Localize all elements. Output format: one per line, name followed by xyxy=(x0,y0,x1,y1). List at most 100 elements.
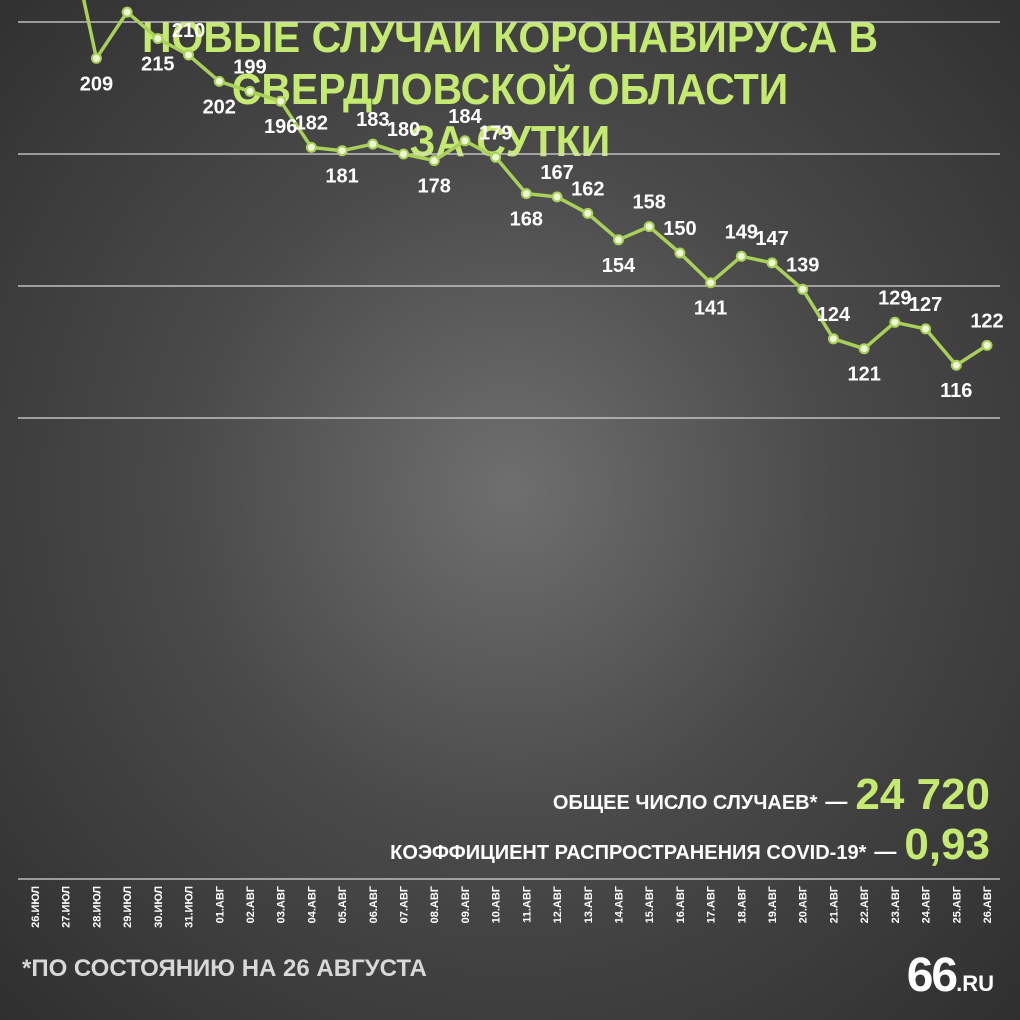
x-tick-label: 07.АВГ xyxy=(399,885,411,923)
data-label: 184 xyxy=(448,106,482,128)
total-cases-dash: — xyxy=(825,789,848,814)
data-point xyxy=(367,138,379,150)
data-point xyxy=(981,339,993,351)
data-label: 181 xyxy=(325,166,358,188)
x-tick-label: 29.ИЮЛ xyxy=(122,886,134,928)
x-tick-label: 08.АВГ xyxy=(429,885,441,923)
x-tick-label: 15.АВГ xyxy=(644,885,656,923)
x-tick-label: 09.АВГ xyxy=(460,885,472,923)
x-tick-label: 31.ИЮЛ xyxy=(184,886,196,928)
data-label: 210 xyxy=(172,20,205,42)
x-tick-label: 01.АВГ xyxy=(214,885,226,923)
data-label: 124 xyxy=(817,304,851,326)
footnote: *ПО СОСТОЯНИЮ НА 26 АВГУСТА xyxy=(22,955,427,982)
x-tick-label: 19.АВГ xyxy=(767,885,779,923)
data-label: 147 xyxy=(755,228,788,250)
x-tick-label: 23.АВГ xyxy=(890,885,902,923)
logo-number: 66 xyxy=(906,949,958,1002)
data-point xyxy=(152,33,164,44)
data-point xyxy=(336,145,348,157)
data-label: 178 xyxy=(418,176,451,198)
data-label: 182 xyxy=(295,112,328,134)
spread-coefficient-dash: — xyxy=(874,839,897,864)
x-tick-label: 16.АВГ xyxy=(675,885,687,923)
data-label: 149 xyxy=(725,221,758,243)
data-point xyxy=(735,250,747,262)
x-tick-label: 05.АВГ xyxy=(337,885,349,923)
x-tick-label: 22.АВГ xyxy=(859,885,871,923)
data-label: 167 xyxy=(540,162,573,184)
total-cases-row: ОБЩЕЕ ЧИСЛО СЛУЧАЕВ* — 24 720 xyxy=(390,770,990,820)
data-label: 196 xyxy=(264,116,297,138)
series-line xyxy=(82,0,988,367)
x-tick-label: 11.АВГ xyxy=(521,885,533,923)
data-point xyxy=(858,343,870,355)
data-label: 121 xyxy=(847,364,880,386)
data-labels: 2412522092232152102021991961821811831801… xyxy=(80,20,1004,402)
data-label: 116 xyxy=(940,380,972,402)
total-cases-label: ОБЩЕЕ ЧИСЛО СЛУЧАЕВ* xyxy=(552,792,818,814)
x-tick-label: 18.АВГ xyxy=(736,885,748,923)
data-label: 162 xyxy=(571,178,604,200)
data-point xyxy=(827,333,839,345)
x-tick-label: 21.АВГ xyxy=(828,885,840,923)
data-point xyxy=(305,141,317,153)
data-point xyxy=(705,277,717,289)
x-tick-label: 12.АВГ xyxy=(552,885,564,923)
data-label: 141 xyxy=(694,298,727,320)
data-label: 183 xyxy=(356,109,389,131)
x-tick-label: 27.ИЮЛ xyxy=(61,886,73,928)
site-logo: 66.RU xyxy=(907,948,994,1003)
data-point xyxy=(244,85,256,97)
spread-coefficient-value: 0,93 xyxy=(904,820,990,869)
data-point xyxy=(889,316,901,328)
x-tick-label: 25.АВГ xyxy=(951,885,963,923)
data-point xyxy=(674,247,686,259)
x-tick-label: 06.АВГ xyxy=(368,885,380,923)
x-tick-label: 03.АВГ xyxy=(276,885,288,923)
grid-lines xyxy=(18,21,1000,880)
x-tick-labels: 26.ИЮЛ 27.ИЮЛ 28.ИЮЛ 29.ИЮЛ 30.ИЮЛ 31.ИЮЛ 01.А… xyxy=(30,885,994,928)
data-label: 168 xyxy=(510,209,543,231)
data-point xyxy=(520,188,532,200)
data-point xyxy=(183,49,195,61)
logo-domain: .RU xyxy=(956,971,994,996)
data-label: 202 xyxy=(203,96,236,118)
data-point xyxy=(643,221,655,233)
data-point xyxy=(428,155,440,167)
x-tick-label: 26.ИЮЛ xyxy=(30,886,42,928)
x-tick-label: 04.АВГ xyxy=(306,885,318,923)
data-label: 150 xyxy=(663,218,696,240)
data-label: 122 xyxy=(970,310,1003,332)
data-point xyxy=(213,75,225,87)
data-point xyxy=(90,52,102,64)
data-label: 129 xyxy=(878,287,911,309)
total-cases-value: 24 720 xyxy=(855,770,990,819)
data-label: 154 xyxy=(602,255,636,277)
data-point xyxy=(490,151,502,163)
data-point xyxy=(121,6,133,18)
data-point xyxy=(766,257,778,269)
x-tick-label: 02.АВГ xyxy=(245,885,257,923)
data-point xyxy=(797,283,809,295)
x-tick-label: 28.ИЮЛ xyxy=(91,886,103,928)
x-tick-label: 30.ИЮЛ xyxy=(153,886,165,928)
data-points xyxy=(90,6,993,371)
data-point xyxy=(920,323,932,335)
x-tick-label: 13.АВГ xyxy=(583,885,595,923)
data-label: 158 xyxy=(633,192,666,214)
chart-title: НОВЫЕ СЛУЧАИ КОРОНАВИРУСА В СВЕРДЛОВСКОЙ… xyxy=(141,13,879,166)
spread-coefficient-label: КОЭФФИЦИЕНТ РАСПРОСТРАНЕНИЯ COVID-19* xyxy=(390,842,867,864)
data-point xyxy=(582,207,594,219)
spread-coefficient-row: КОЭФФИЦИЕНТ РАСПРОСТРАНЕНИЯ COVID-19* — … xyxy=(390,820,990,870)
data-point xyxy=(398,148,410,160)
x-tick-label: 24.АВГ xyxy=(921,885,933,923)
data-label: 215 xyxy=(141,54,174,76)
x-tick-label: 14.АВГ xyxy=(613,885,625,923)
data-point xyxy=(551,191,563,203)
data-label: 179 xyxy=(479,122,512,144)
data-point xyxy=(459,135,471,147)
data-label: 199 xyxy=(233,56,266,78)
x-tick-label: 10.АВГ xyxy=(491,885,503,923)
